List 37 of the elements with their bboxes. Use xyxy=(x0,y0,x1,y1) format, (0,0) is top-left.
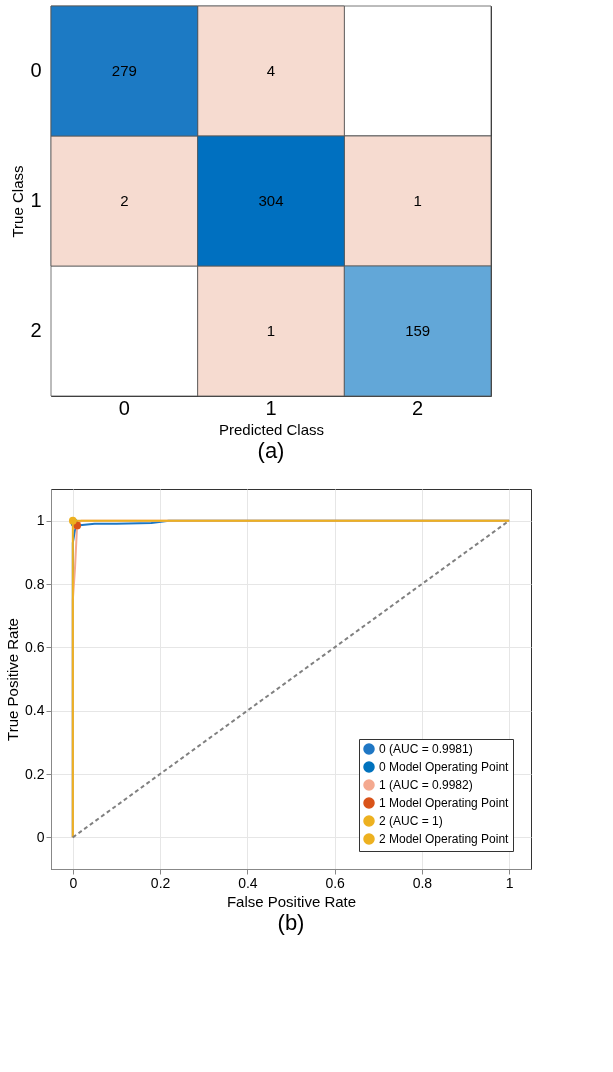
y-tick-label: 1 xyxy=(36,512,45,529)
y-axis-title: True Positive Rate xyxy=(4,618,22,741)
legend-label: 2 Model Operating Point xyxy=(379,832,510,846)
x-tick-label: 0.4 xyxy=(238,874,258,891)
text: (b) xyxy=(277,910,305,935)
x-axis-title: Predicted Class xyxy=(218,420,325,438)
x-tick-label: 0 xyxy=(118,396,130,419)
legend-label: 0 Model Operating Point xyxy=(379,760,510,774)
x-tick-label: 0 xyxy=(69,874,78,891)
legend-label: 2 (AUC = 1) xyxy=(379,814,443,828)
legend-label: 1 Model Operating Point xyxy=(379,796,510,810)
data-label: 159 xyxy=(405,322,431,339)
y-tick-label: 0.4 xyxy=(25,702,45,719)
y-tick-label: 0 xyxy=(36,828,45,845)
data-label: 1 xyxy=(413,192,422,209)
legend-label: 1 (AUC = 0.9982) xyxy=(379,778,473,792)
x-tick-label: 0.6 xyxy=(325,874,346,891)
y-tick-label: 2 xyxy=(30,319,42,341)
data-label: 304 xyxy=(258,192,284,209)
data-label: 4 xyxy=(266,62,276,79)
x-axis-title: False Positive Rate xyxy=(226,892,357,910)
y-tick-label: 0.8 xyxy=(25,575,45,592)
x-tick-label: 0.8 xyxy=(412,874,433,891)
x-tick-label: 1 xyxy=(265,396,277,419)
x-tick-label: 1 xyxy=(505,874,514,891)
data-label: 2 xyxy=(120,192,129,209)
data-label: 279 xyxy=(111,62,137,79)
y-tick-label: 1 xyxy=(30,189,42,211)
x-tick-label: 2 xyxy=(412,396,424,419)
x-tick-label: 0.2 xyxy=(150,874,171,891)
data-label: 1 xyxy=(266,322,276,339)
y-tick-label: 0.6 xyxy=(25,638,45,655)
y-axis-title: True Class xyxy=(9,165,27,238)
legend-label: 0 (AUC = 0.9981) xyxy=(379,742,473,756)
text: (a) xyxy=(257,438,285,463)
y-tick-label: 0 xyxy=(30,59,42,81)
y-tick-label: 0.2 xyxy=(25,765,45,782)
